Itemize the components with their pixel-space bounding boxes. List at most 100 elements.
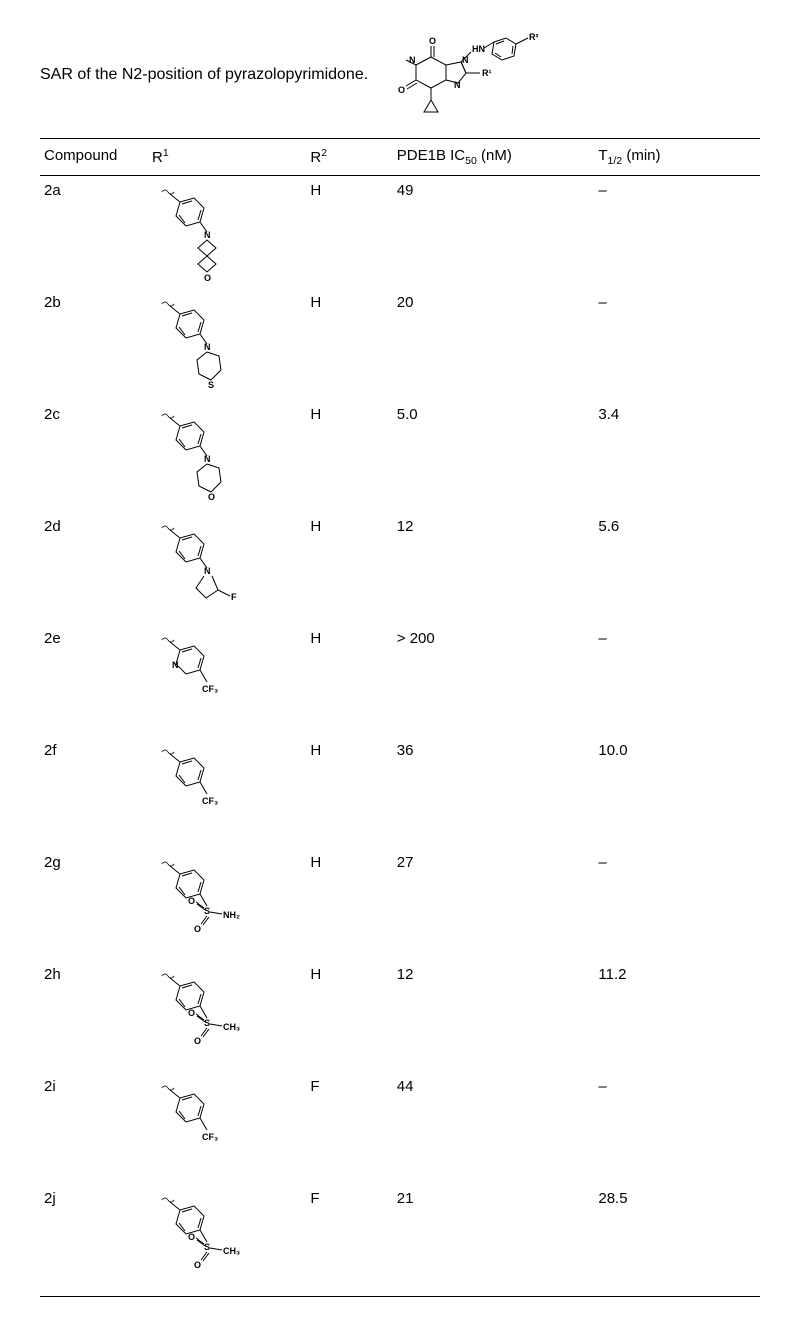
cell-t12: – xyxy=(594,288,760,400)
svg-text:O: O xyxy=(188,1232,195,1242)
cell-compound: 2d xyxy=(40,512,148,624)
svg-text:HN: HN xyxy=(472,44,485,54)
table-row: 2j S O O CH₃ F 21 28.5 xyxy=(40,1184,760,1297)
svg-text:N: N xyxy=(204,566,211,576)
col-compound: Compound xyxy=(40,139,148,176)
col-t12: T1/2 (min) xyxy=(594,139,760,176)
cell-r2: H xyxy=(306,288,392,400)
svg-text:S: S xyxy=(208,380,214,390)
svg-text:O: O xyxy=(194,924,201,934)
svg-text:R¹: R¹ xyxy=(482,68,492,78)
table-row: 2a N O H 49 – xyxy=(40,176,760,289)
cell-compound: 2j xyxy=(40,1184,148,1297)
cell-r1: S O O CH₃ xyxy=(148,1184,306,1297)
svg-text:S: S xyxy=(204,1018,210,1028)
svg-text:CF₃: CF₃ xyxy=(202,684,218,694)
cell-ic50: 5.0 xyxy=(393,400,595,512)
svg-text:O: O xyxy=(398,85,405,95)
scaffold-structure: O O N N N R¹ HN R² xyxy=(376,30,556,120)
cell-ic50: 12 xyxy=(393,512,595,624)
cell-r1: S O O NH₂ xyxy=(148,848,306,960)
cell-r1: N CF₃ xyxy=(148,624,306,736)
table-row: 2e N CF₃ H > 200 – xyxy=(40,624,760,736)
title-row: SAR of the N2-position of pyrazolopyrimi… xyxy=(40,30,760,120)
svg-text:S: S xyxy=(204,1242,210,1252)
cell-ic50: 49 xyxy=(393,176,595,289)
cell-t12: 11.2 xyxy=(594,960,760,1072)
cell-r2: F xyxy=(306,1072,392,1184)
svg-text:R²: R² xyxy=(529,32,539,42)
table-row: 2f CF₃ H 36 10.0 xyxy=(40,736,760,848)
svg-text:O: O xyxy=(194,1036,201,1046)
cell-ic50: 20 xyxy=(393,288,595,400)
cell-t12: 28.5 xyxy=(594,1184,760,1297)
table-row: 2h S O O CH₃ H 12 11.2 xyxy=(40,960,760,1072)
sar-table: Compound R1 R2 PDE1B IC50 (nM) T1/2 (min… xyxy=(40,138,760,1297)
cell-r1: N O xyxy=(148,176,306,289)
svg-text:CF₃: CF₃ xyxy=(202,1132,218,1142)
svg-text:CH₃: CH₃ xyxy=(223,1022,240,1032)
cell-compound: 2a xyxy=(40,176,148,289)
svg-text:CF₃: CF₃ xyxy=(202,796,218,806)
cell-t12: – xyxy=(594,1072,760,1184)
svg-text:O: O xyxy=(208,492,215,502)
cell-r2: H xyxy=(306,624,392,736)
cell-r1: S O O CH₃ xyxy=(148,960,306,1072)
svg-text:N: N xyxy=(172,660,179,670)
svg-text:N: N xyxy=(454,80,461,90)
svg-text:N: N xyxy=(204,454,211,464)
cell-r2: H xyxy=(306,512,392,624)
svg-text:O: O xyxy=(194,1260,201,1270)
cell-ic50: 36 xyxy=(393,736,595,848)
cell-compound: 2b xyxy=(40,288,148,400)
cell-r1: N O xyxy=(148,400,306,512)
table-row: 2c N O H 5.0 3.4 xyxy=(40,400,760,512)
cell-compound: 2i xyxy=(40,1072,148,1184)
cell-r2: H xyxy=(306,400,392,512)
cell-t12: – xyxy=(594,176,760,289)
cell-r2: H xyxy=(306,848,392,960)
col-r1: R1 xyxy=(148,139,306,176)
cell-r1: N S xyxy=(148,288,306,400)
svg-text:O: O xyxy=(204,273,211,282)
cell-r2: F xyxy=(306,1184,392,1297)
cell-ic50: 27 xyxy=(393,848,595,960)
cell-t12: – xyxy=(594,848,760,960)
cell-r1: CF₃ xyxy=(148,736,306,848)
cell-r2: H xyxy=(306,960,392,1072)
cell-ic50: > 200 xyxy=(393,624,595,736)
cell-ic50: 12 xyxy=(393,960,595,1072)
cell-ic50: 44 xyxy=(393,1072,595,1184)
svg-text:O: O xyxy=(188,896,195,906)
svg-text:CH₃: CH₃ xyxy=(223,1246,240,1256)
cell-compound: 2c xyxy=(40,400,148,512)
cell-r1: N F xyxy=(148,512,306,624)
title-text: SAR of the N2-position of pyrazolopyrimi… xyxy=(40,64,368,86)
svg-text:S: S xyxy=(204,906,210,916)
cell-ic50: 21 xyxy=(393,1184,595,1297)
cell-t12: 10.0 xyxy=(594,736,760,848)
table-row: 2i CF₃ F 44 – xyxy=(40,1072,760,1184)
svg-text:NH₂: NH₂ xyxy=(223,910,240,920)
svg-text:O: O xyxy=(429,36,436,46)
col-ic50: PDE1B IC50 (nM) xyxy=(393,139,595,176)
svg-text:N: N xyxy=(204,230,211,240)
svg-text:O: O xyxy=(188,1008,195,1018)
svg-text:F: F xyxy=(231,592,237,602)
cell-r2: H xyxy=(306,176,392,289)
table-row: 2b N S H 20 – xyxy=(40,288,760,400)
table-row: 2d N F H 12 5.6 xyxy=(40,512,760,624)
cell-compound: 2e xyxy=(40,624,148,736)
svg-text:N: N xyxy=(204,342,211,352)
cell-t12: 3.4 xyxy=(594,400,760,512)
cell-r1: CF₃ xyxy=(148,1072,306,1184)
cell-compound: 2g xyxy=(40,848,148,960)
cell-t12: 5.6 xyxy=(594,512,760,624)
table-row: 2g S O O NH₂ H 27 – xyxy=(40,848,760,960)
cell-compound: 2f xyxy=(40,736,148,848)
col-r2: R2 xyxy=(306,139,392,176)
header-row: Compound R1 R2 PDE1B IC50 (nM) T1/2 (min… xyxy=(40,139,760,176)
cell-compound: 2h xyxy=(40,960,148,1072)
cell-r2: H xyxy=(306,736,392,848)
cell-t12: – xyxy=(594,624,760,736)
